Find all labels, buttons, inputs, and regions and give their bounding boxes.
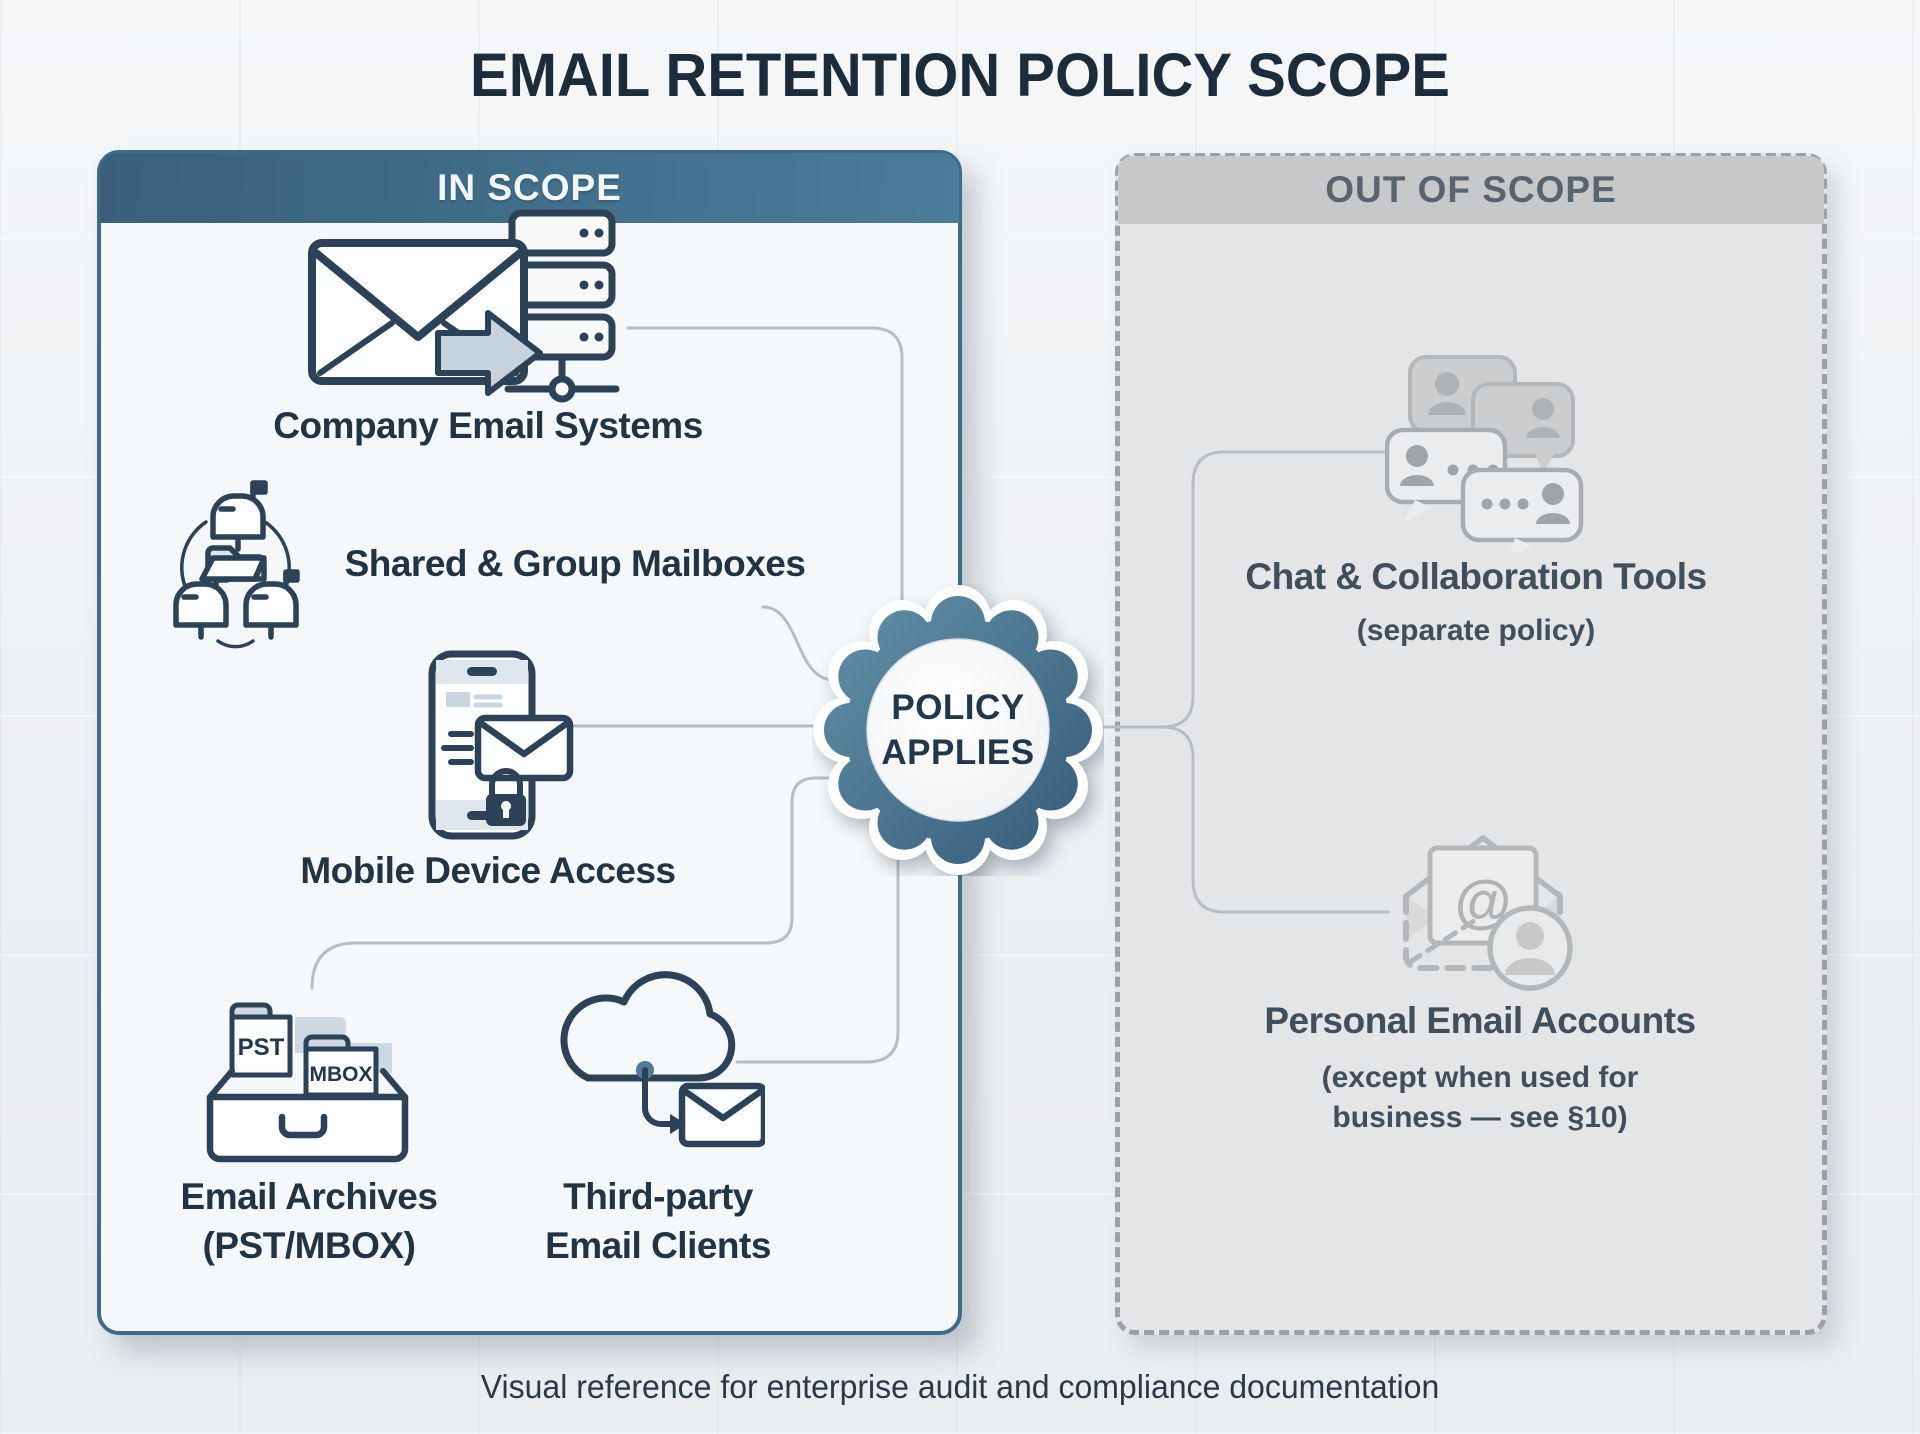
label-chat-subnote: (separate policy) <box>1356 614 1596 647</box>
label-company-email-systems: Company Email Systems <box>273 405 703 446</box>
label-third-party-line1: Third-party <box>563 1176 753 1217</box>
label-third-party-clients: Third-party Email Clients <box>545 1172 771 1270</box>
out-of-scope-header: OUT OF SCOPE <box>1118 156 1824 224</box>
archive-drawer-icon: PST MBOX <box>206 1002 409 1163</box>
policy-applies-line1: POLICY <box>891 688 1025 727</box>
cloud-email-icon <box>560 971 765 1148</box>
label-personal-subnote-line2: business — see §10) <box>1332 1101 1628 1134</box>
group-mailboxes-icon <box>173 480 300 649</box>
label-mobile-device-access: Mobile Device Access <box>300 850 676 891</box>
policy-applies-badge <box>813 585 1103 875</box>
email-to-server-icon <box>308 209 620 403</box>
label-personal-subnote-line1: (except when used for <box>1321 1061 1639 1094</box>
personal-email-icon: @ <box>1403 835 1573 991</box>
label-chat-collaboration: Chat & Collaboration Tools <box>1245 556 1707 597</box>
label-email-archives-line2: (PST/MBOX) <box>202 1225 416 1266</box>
mobile-secure-email-icon <box>428 650 574 840</box>
policy-applies-line2: APPLIES <box>881 733 1035 772</box>
policy-applies-label: POLICY APPLIES <box>881 685 1034 775</box>
label-shared-group-mailboxes: Shared & Group Mailboxes <box>344 543 806 584</box>
chat-bubbles-icon <box>1385 355 1584 552</box>
footer-caption: Visual reference for enterprise audit an… <box>480 1368 1440 1405</box>
label-email-archives-line1: Email Archives <box>180 1176 438 1217</box>
label-third-party-line2: Email Clients <box>545 1225 771 1266</box>
out-of-scope-panel: OUT OF SCOPE <box>1115 153 1827 1335</box>
label-email-archives: Email Archives (PST/MBOX) <box>181 1172 438 1270</box>
pst-folder-label: PST <box>238 1034 285 1061</box>
mbox-folder-label: MBOX <box>310 1063 373 1086</box>
label-personal-email-subnote: (except when used for business — see §10… <box>1322 1058 1639 1138</box>
label-personal-email: Personal Email Accounts <box>1264 1000 1696 1041</box>
page-title: EMAIL RETENTION POLICY SCOPE <box>470 41 1450 109</box>
